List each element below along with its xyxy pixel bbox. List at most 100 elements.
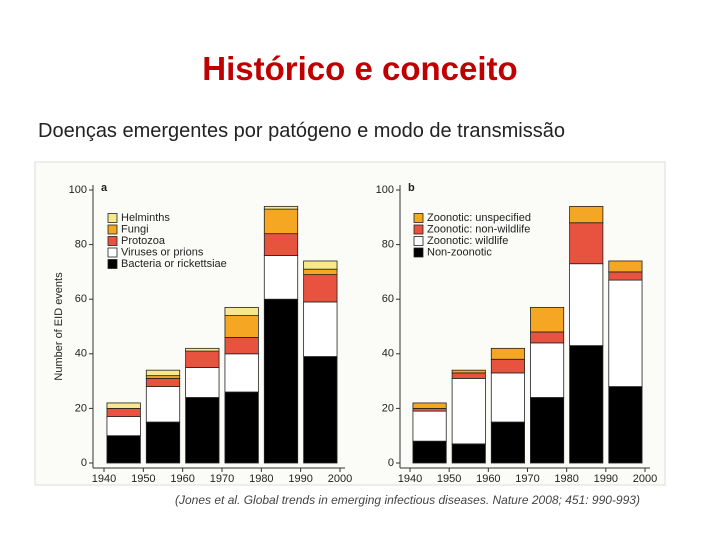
x-tick-label: 1980 [554, 473, 578, 485]
legend-swatch [107, 247, 118, 258]
y-tick-label: 20 [382, 402, 394, 414]
y-tick-label: 60 [75, 293, 87, 305]
bar-segment [224, 315, 259, 338]
legend-label: Helminths [121, 212, 170, 224]
bar-segment [303, 268, 338, 276]
bar-segment [412, 410, 447, 442]
y-tick-label: 100 [69, 184, 87, 196]
bar-segment [263, 205, 299, 210]
y-tick-label: 80 [75, 239, 87, 251]
legend-swatch [107, 224, 118, 235]
x-tick-label: 1980 [249, 473, 273, 485]
bar-segment [263, 255, 299, 300]
legend-swatch [413, 236, 424, 246]
bar-segment [185, 397, 220, 464]
legend-swatch [413, 224, 424, 235]
bar-segment [412, 402, 447, 409]
y-tick-label: 0 [388, 457, 394, 469]
x-tick-label: 1990 [288, 473, 312, 485]
legend-swatch [107, 236, 118, 246]
legend-label: Fungi [121, 223, 149, 235]
panel-label: b [408, 182, 415, 194]
bar-segment [451, 369, 486, 374]
bar-segment [303, 260, 338, 270]
legend-swatch [107, 213, 118, 223]
slide-subtitle: Doenças emergentes por patógeno e modo d… [38, 120, 565, 142]
bar-segment [530, 331, 565, 344]
bar-segment [608, 271, 643, 281]
legend-swatch [413, 213, 424, 223]
legend-label: Protozoa [121, 235, 166, 247]
bar-segment [530, 306, 565, 333]
bar-segment [185, 367, 220, 398]
bar-segment [263, 233, 299, 256]
caption: (Jones et al. Global trends in emerging … [175, 493, 640, 507]
bar-segment [451, 372, 486, 379]
bar-segment [608, 260, 643, 273]
x-tick-label: 1970 [515, 473, 539, 485]
bar-segment [451, 443, 486, 464]
bar-segment [303, 301, 338, 357]
bar-segment [303, 274, 338, 303]
bar-segment [490, 421, 525, 464]
bar-segment [263, 298, 299, 464]
bar-segment [185, 347, 220, 352]
bar-segment [303, 356, 338, 464]
bar-segment [224, 353, 259, 393]
legend-label: Zoonotic: unspecified [427, 212, 531, 224]
bar-segment [608, 386, 643, 464]
x-tick-label: 2000 [633, 473, 657, 485]
x-tick-label: 1950 [131, 473, 155, 485]
x-tick-label: 1960 [476, 473, 500, 485]
bar-segment [224, 306, 259, 316]
bar-segment [224, 391, 259, 464]
x-tick-label: 1960 [170, 473, 194, 485]
bar-segment [569, 263, 604, 347]
legend-label: Zoonotic: wildlife [427, 235, 508, 247]
legend-label: Viruses or prions [121, 246, 204, 258]
x-tick-label: 1970 [210, 473, 234, 485]
bar-segment [145, 386, 181, 423]
bar-segment [490, 372, 525, 423]
bar-segment [263, 208, 299, 235]
y-axis-label: Number of EID events [53, 272, 65, 381]
bar-segment [608, 279, 643, 387]
x-tick-label: 1990 [594, 473, 618, 485]
bar-segment [451, 377, 486, 445]
y-tick-label: 40 [382, 348, 394, 360]
legend-label: Bacteria or rickettsiae [121, 258, 227, 270]
bar-segment [569, 222, 604, 265]
legend-label: Non-zoonotic [427, 246, 492, 258]
y-tick-label: 80 [382, 239, 394, 251]
bar-segment [412, 407, 447, 412]
y-tick-label: 100 [376, 184, 394, 196]
panel-label: a [101, 182, 108, 194]
bar-segment [106, 402, 141, 409]
y-tick-label: 40 [75, 348, 87, 360]
x-tick-label: 1940 [398, 473, 422, 485]
bar-segment [530, 342, 565, 398]
bar-segment [106, 407, 141, 417]
bar-segment [106, 416, 141, 437]
bar-segment [106, 435, 141, 464]
legend-swatch [413, 247, 424, 258]
bar-segment [490, 347, 525, 360]
legend-swatch [107, 259, 118, 269]
bar-segment [145, 421, 181, 464]
bar-segment [224, 337, 259, 355]
bar-segment [569, 205, 604, 224]
legend-label: Zoonotic: non-wildlife [427, 223, 530, 235]
bar-segment [412, 440, 447, 464]
y-tick-label: 0 [81, 457, 87, 469]
bar-segment [490, 358, 525, 374]
slide-title: Histórico e conceito [202, 50, 518, 87]
y-tick-label: 20 [75, 402, 87, 414]
bar-segment [145, 375, 181, 379]
x-tick-label: 1940 [92, 473, 116, 485]
x-tick-label: 1950 [437, 473, 461, 485]
bar-segment [569, 345, 604, 464]
bar-segment [530, 397, 565, 464]
bar-segment [145, 369, 181, 377]
